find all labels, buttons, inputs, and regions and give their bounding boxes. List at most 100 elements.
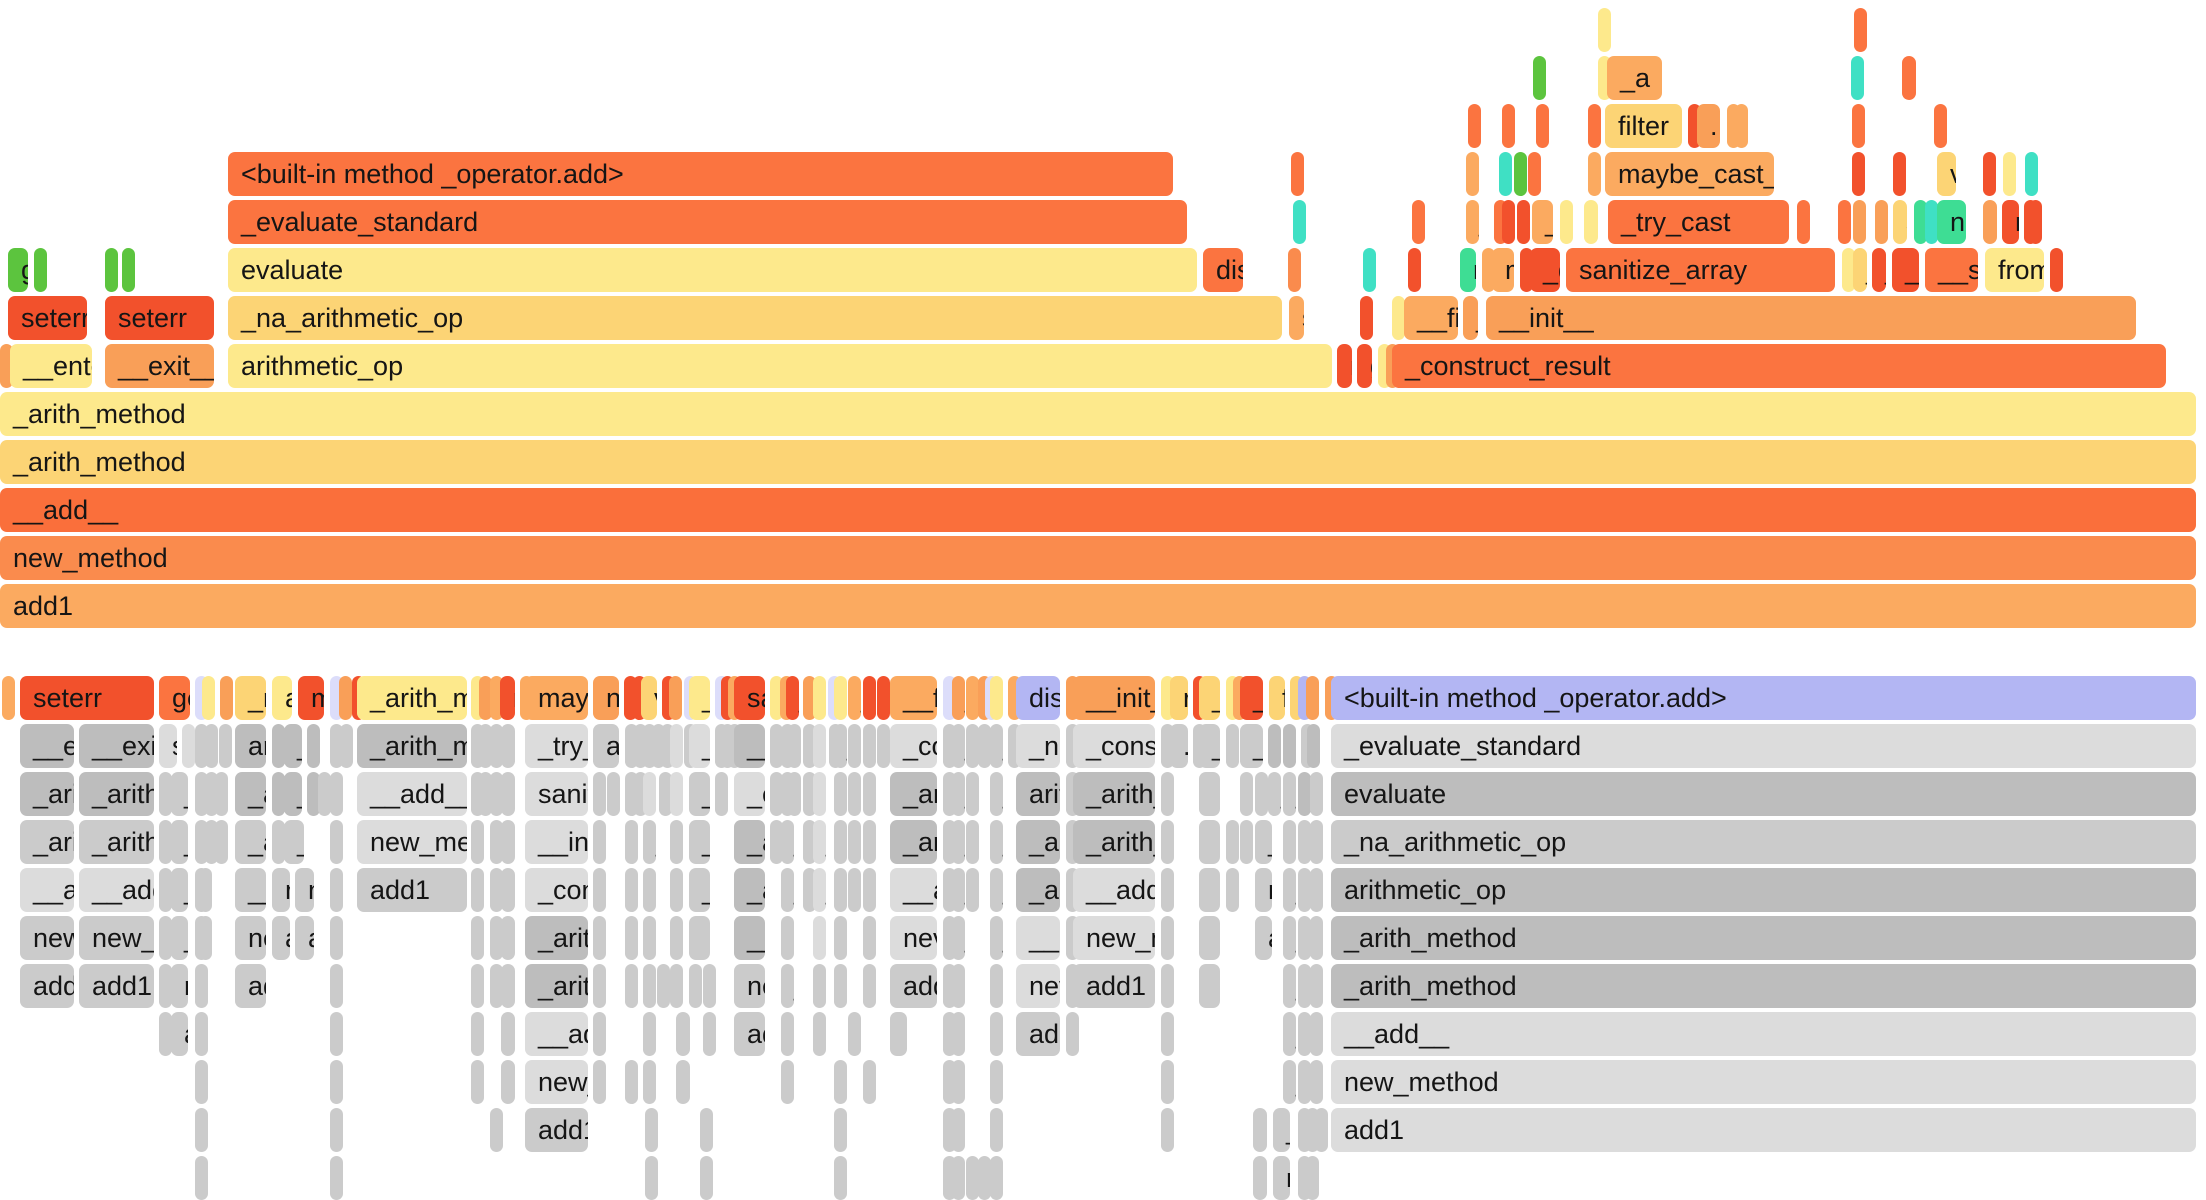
flame-frame[interactable]: a [643, 772, 656, 816]
flame-frame[interactable]: <built-in method _operator.add> [1331, 676, 2196, 720]
flame-frame[interactable]: n [272, 868, 290, 912]
flame-frame[interactable] [471, 820, 484, 864]
flame-frame[interactable]: __a [890, 868, 937, 912]
flame-frame[interactable] [593, 868, 606, 912]
flame-frame[interactable]: _ar [1016, 820, 1060, 864]
flame-frame[interactable]: nev [813, 916, 826, 960]
flame-frame[interactable]: add1 [20, 964, 74, 1008]
flame-frame[interactable] [1293, 200, 1306, 244]
flame-frame[interactable] [1408, 248, 1421, 292]
flame-frame[interactable]: . [643, 964, 656, 1008]
flame-frame[interactable]: __ [1255, 820, 1272, 864]
flame-frame[interactable]: a [171, 1012, 188, 1056]
flame-frame[interactable] [670, 868, 683, 912]
flame-frame[interactable]: . [1584, 200, 1598, 244]
flame-frame[interactable] [1842, 248, 1855, 292]
flame-frame[interactable] [1066, 1012, 1079, 1056]
flame-frame[interactable]: __init__ [1486, 296, 2136, 340]
flame-frame[interactable]: _a [813, 820, 826, 864]
flame-frame[interactable] [1226, 724, 1239, 768]
flame-frame[interactable]: _ [990, 916, 1003, 960]
flame-frame[interactable] [195, 1060, 208, 1104]
flame-frame[interactable]: _arith_me [357, 676, 467, 720]
flame-frame[interactable] [670, 820, 683, 864]
flame-frame[interactable] [479, 676, 492, 720]
flame-frame[interactable] [1934, 104, 1947, 148]
flame-frame[interactable] [1852, 152, 1865, 196]
flame-frame[interactable]: _arith_ [79, 820, 154, 864]
flame-frame[interactable]: a [703, 1012, 716, 1056]
flame-frame[interactable]: n [990, 964, 1003, 1008]
flame-frame[interactable]: _ [159, 916, 172, 960]
flame-frame[interactable]: seterr [20, 676, 154, 720]
flame-frame[interactable]: __init. [525, 820, 588, 864]
flame-frame[interactable]: . [490, 916, 503, 960]
flame-frame[interactable]: new_method [0, 536, 2196, 580]
flame-frame[interactable] [340, 724, 353, 768]
flame-frame[interactable] [1161, 1012, 1174, 1056]
flame-frame[interactable]: g [1357, 344, 1372, 388]
flame-frame[interactable] [625, 820, 638, 864]
flame-frame[interactable] [978, 1156, 991, 1200]
flame-frame[interactable] [490, 676, 503, 720]
flame-frame[interactable]: _ [781, 868, 794, 912]
flame-frame[interactable]: _ [1298, 1060, 1311, 1104]
flame-frame[interactable] [1466, 152, 1479, 196]
flame-frame[interactable]: __ [235, 868, 266, 912]
flame-frame[interactable]: _a [734, 820, 765, 864]
flame-frame[interactable] [1502, 104, 1515, 148]
flame-frame[interactable]: a [676, 1060, 690, 1104]
flame-frame[interactable] [952, 1060, 965, 1104]
flame-frame[interactable]: m [1337, 344, 1352, 388]
flame-frame[interactable]: . [490, 964, 503, 1008]
flame-frame[interactable]: . [1306, 676, 1319, 720]
flame-frame[interactable]: _a [1268, 772, 1281, 816]
flame-frame[interactable] [813, 964, 826, 1008]
flame-frame[interactable]: . [215, 820, 228, 864]
flame-frame[interactable] [1797, 200, 1810, 244]
flame-frame[interactable]: _ [952, 868, 965, 912]
flame-frame[interactable]: _evaluate_standard [1331, 724, 2196, 768]
flame-frame[interactable]: a [272, 676, 292, 720]
flame-frame[interactable]: _ [952, 916, 965, 960]
flame-frame[interactable] [1161, 964, 1174, 1008]
flame-frame[interactable]: _arit [20, 820, 74, 864]
flame-frame[interactable] [890, 1012, 907, 1056]
flame-frame[interactable]: . [1560, 200, 1573, 244]
flame-frame[interactable] [1255, 772, 1268, 816]
flame-frame[interactable] [625, 916, 638, 960]
flame-frame[interactable]: a [813, 1012, 826, 1056]
flame-frame[interactable]: . [593, 772, 606, 816]
flame-frame[interactable]: _ [990, 868, 1003, 912]
flame-frame[interactable]: r [1983, 200, 1997, 244]
flame-frame[interactable]: new_n [79, 916, 154, 960]
flame-frame[interactable]: <built-in method _operator.add> [228, 152, 1173, 196]
flame-frame[interactable]: se [159, 724, 177, 768]
flame-frame[interactable]: __add [79, 868, 154, 912]
flame-frame[interactable]: . [813, 724, 826, 768]
flame-frame[interactable] [643, 916, 656, 960]
flame-frame[interactable]: seterr [8, 296, 87, 340]
flame-frame[interactable] [1199, 916, 1220, 960]
flame-frame[interactable]: . [202, 676, 215, 720]
flame-frame[interactable]: _ [689, 772, 710, 816]
flame-frame[interactable] [330, 1012, 343, 1056]
flame-frame[interactable]: r [501, 1012, 515, 1056]
flame-frame[interactable]: s [1310, 820, 1323, 864]
flame-frame[interactable]: _ [171, 868, 188, 912]
flame-frame[interactable] [1288, 248, 1301, 292]
flame-frame[interactable]: _ [1298, 964, 1311, 1008]
flame-frame[interactable]: . [1310, 964, 1323, 1008]
flame-frame[interactable]: . [1310, 772, 1323, 816]
flame-frame[interactable] [330, 1108, 343, 1152]
flame-frame[interactable]: evaluate [228, 248, 1197, 292]
flame-frame[interactable]: _na_arithmetic_op [228, 296, 1282, 340]
flame-frame[interactable]: s [1289, 296, 1304, 340]
flame-frame[interactable]: __add [525, 1012, 588, 1056]
flame-frame[interactable]: __ [284, 820, 304, 864]
flame-frame[interactable]: _arith_method [0, 440, 2196, 484]
flame-frame[interactable] [788, 772, 801, 816]
flame-frame[interactable] [471, 916, 484, 960]
flame-frame[interactable]: na [1937, 200, 1966, 244]
flame-frame[interactable]: fi [1269, 676, 1285, 720]
